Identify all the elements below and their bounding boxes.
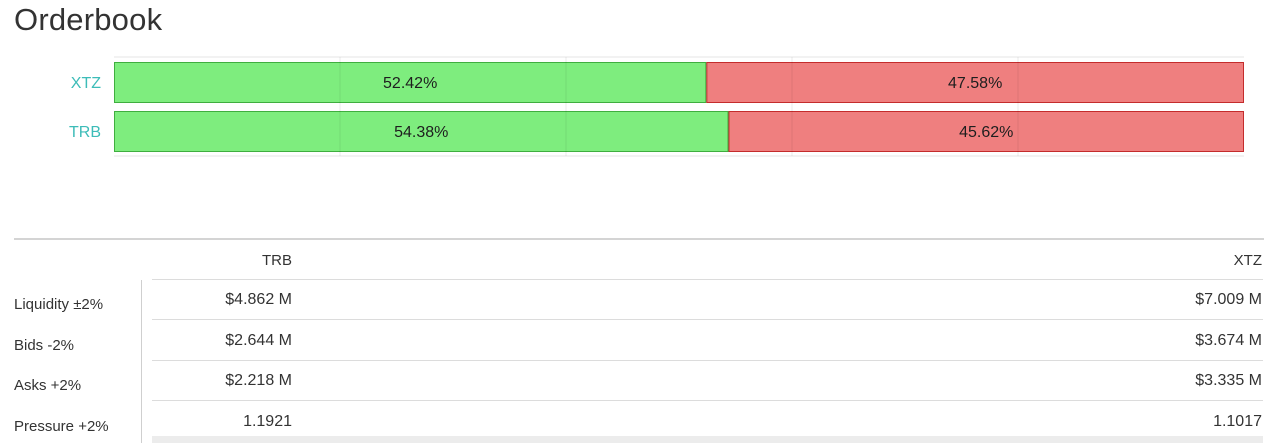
bar-xtz-segment-1 <box>706 62 1244 103</box>
cell-liquidity-trb: $4.862 M <box>225 291 292 308</box>
column-header-xtz: XTZ <box>1233 252 1262 269</box>
table-row-separator <box>152 279 1263 280</box>
bar-xtz-segment-0 <box>114 62 707 103</box>
row-label-liquidity: Liquidity ±2% <box>14 296 104 313</box>
bar-label-trb-1: 45.62% <box>959 124 1013 141</box>
table-row-separator <box>152 400 1263 401</box>
column-header-trb: TRB <box>262 252 292 269</box>
bar-label-xtz-1: 47.58% <box>948 75 1002 92</box>
page-title: Orderbook <box>14 2 163 37</box>
cell-bids-xtz: $3.674 M <box>1195 332 1262 349</box>
row-label-bids: Bids -2% <box>14 337 75 354</box>
row-label-pressure: Pressure +2% <box>14 418 109 435</box>
table-row-separator <box>152 360 1263 361</box>
section-divider <box>14 238 1264 240</box>
bar-label-trb-0: 54.38% <box>394 124 448 141</box>
category-label-xtz: XTZ <box>71 75 101 92</box>
bar-trb-segment-0 <box>114 111 729 152</box>
cell-pressure-xtz: 1.1017 <box>1213 413 1262 430</box>
row-label-divider <box>141 280 142 443</box>
table-row-separator <box>152 319 1263 320</box>
row-label-asks: Asks +2% <box>14 377 82 394</box>
orderbook-chart: 52.42% 47.58% 54.38% 45.62% XTZ TRB <box>69 56 1244 157</box>
bar-label-xtz-0: 52.42% <box>383 75 437 92</box>
horizontal-scrollbar[interactable] <box>152 436 1263 443</box>
cell-asks-xtz: $3.335 M <box>1195 372 1262 389</box>
bar-trb-segment-1 <box>728 111 1244 152</box>
category-label-trb: TRB <box>69 124 101 141</box>
cell-asks-trb: $2.218 M <box>225 372 292 389</box>
cell-liquidity-xtz: $7.009 M <box>1195 291 1262 308</box>
cell-pressure-trb: 1.1921 <box>243 413 292 430</box>
cell-bids-trb: $2.644 M <box>225 332 292 349</box>
